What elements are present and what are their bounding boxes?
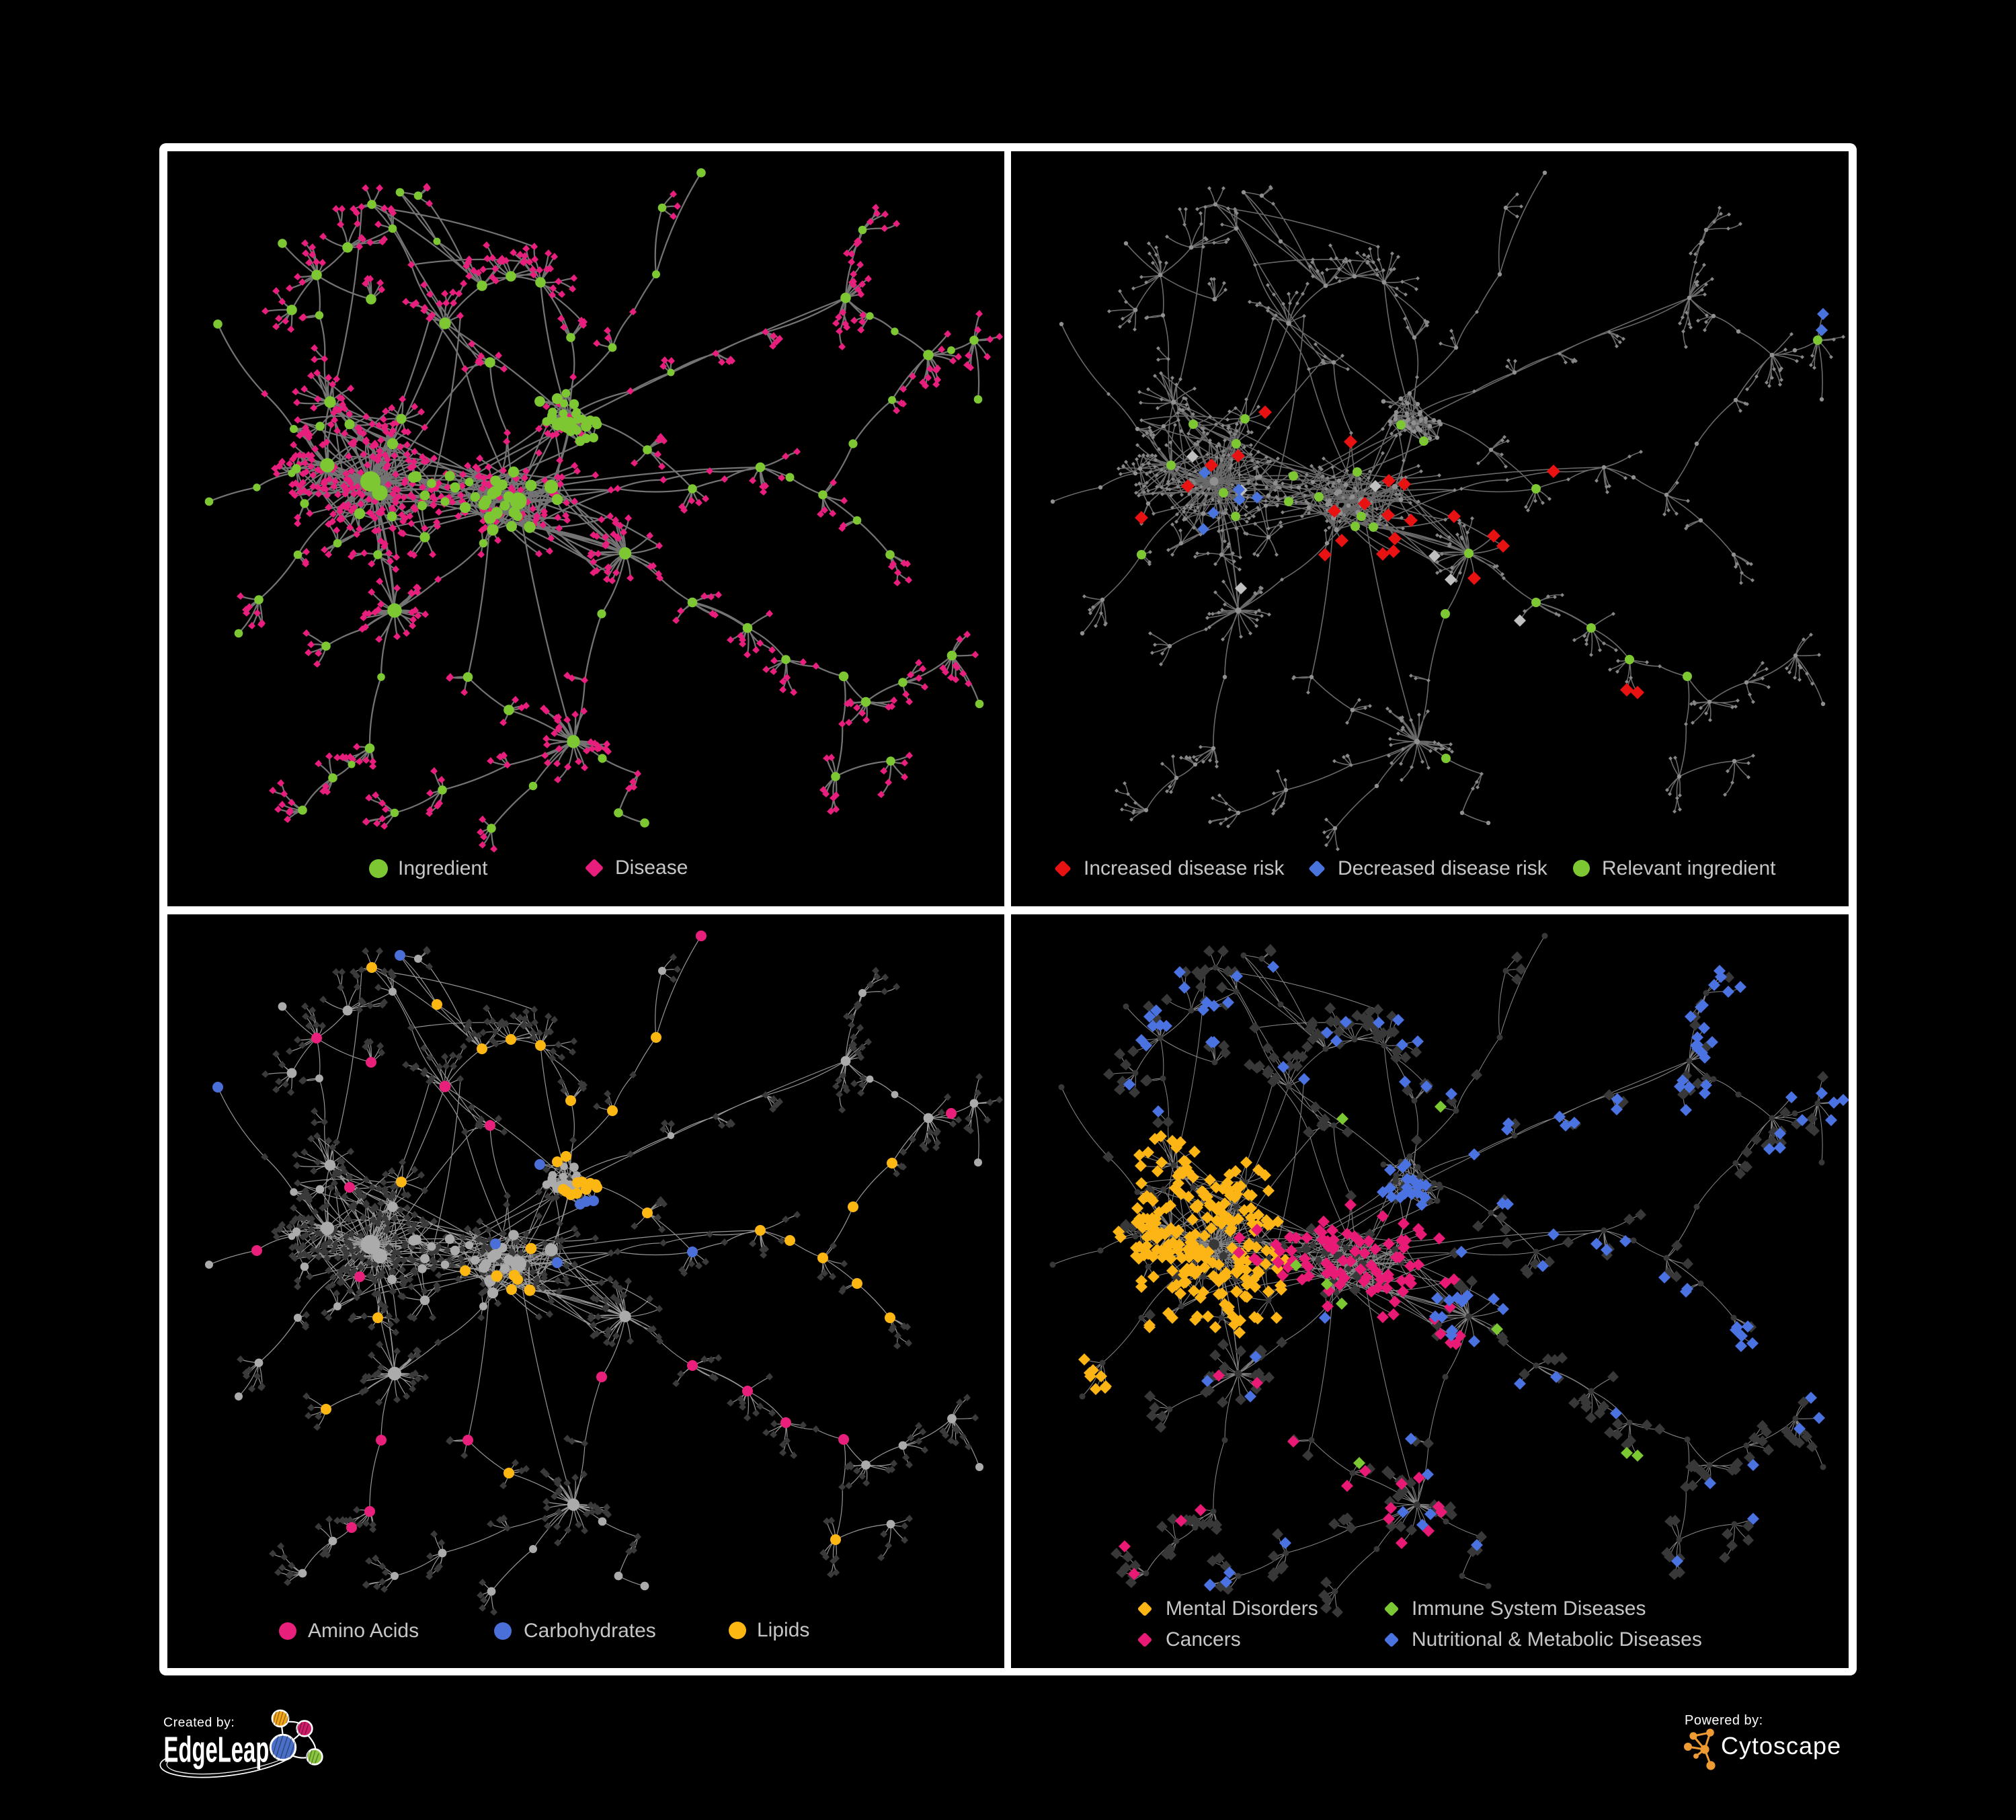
svg-text:Powered by:: Powered by: xyxy=(1685,1713,1763,1728)
svg-text:EdgeLeap: EdgeLeap xyxy=(164,1730,270,1770)
svg-text:Created by:: Created by: xyxy=(163,1715,235,1730)
svg-text:Cytoscape: Cytoscape xyxy=(1721,1732,1841,1759)
